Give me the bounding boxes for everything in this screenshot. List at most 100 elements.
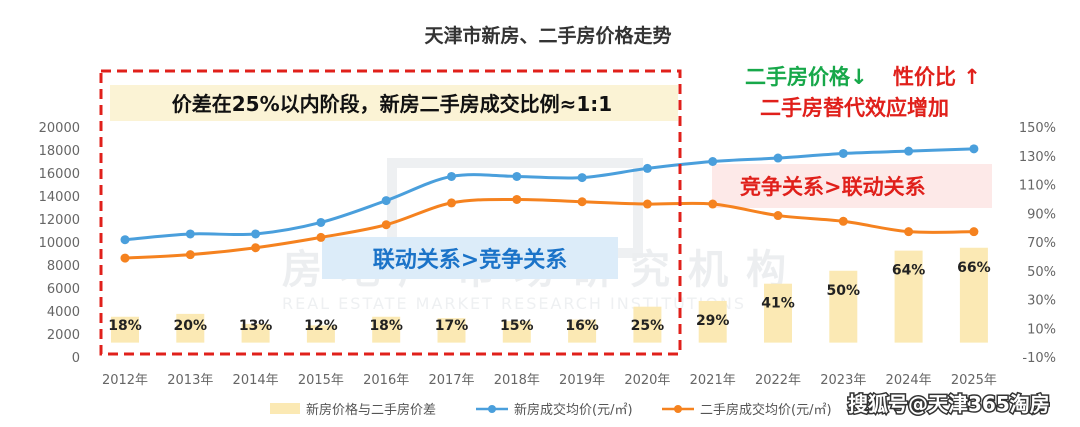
right-tick-label: 150%	[1019, 121, 1056, 136]
bar-data-label: 41%	[761, 296, 795, 312]
x-tick-label: 2015年	[298, 373, 344, 388]
bar-data-label: 13%	[239, 318, 273, 334]
box-annotation-bg	[110, 85, 678, 121]
left-tick-label: 0	[72, 351, 80, 366]
bar-labels: 18% 20% 13% 12% 18% 17% 15% 16% 25% 29% 41% 50% 64% 6…	[108, 260, 990, 334]
left-axis: 0 2000 4000 6000 8000 10000 12000 14000 16000 180…	[39, 121, 80, 366]
x-tick-label: 2025年	[951, 373, 997, 388]
bar	[502, 321, 531, 343]
x-tick-label: 2022年	[755, 373, 801, 388]
bar	[111, 316, 139, 343]
second-hand-price-point	[642, 199, 652, 209]
bar	[894, 250, 923, 343]
x-tick-label: 2018年	[494, 373, 540, 388]
new-home-price-point	[316, 217, 326, 227]
right-axis: -10% 10% 30% 50% 70% 90% 110% 130% 150%	[1019, 121, 1056, 366]
bar	[764, 283, 792, 343]
bar-data-label: 17%	[435, 318, 469, 334]
right-tick-label: 30%	[1027, 294, 1056, 309]
bar-data-label: 18%	[108, 318, 142, 334]
bar	[633, 306, 662, 343]
bar-data-label: 64%	[892, 263, 926, 279]
second-hand-price-point	[512, 194, 522, 204]
bar-data-label: 66%	[957, 260, 991, 276]
new-home-price-point	[838, 148, 848, 158]
bar-data-label: 25%	[631, 318, 665, 334]
second-hand-price-point	[447, 198, 456, 208]
left-tick-label: 2000	[47, 328, 80, 343]
second-hand-price-point	[316, 232, 326, 242]
x-tick-label: 2014年	[233, 373, 279, 388]
second-hand-price-point	[773, 211, 783, 221]
line-series	[120, 144, 979, 263]
right-tick-label: 90%	[1027, 207, 1056, 222]
legend: 新房价格与二手房价差 新房成交均价(元/㎡) 二手房成交均价(元/㎡)	[270, 402, 832, 418]
second-hand-price-point	[708, 199, 718, 209]
new-home-price-point	[773, 153, 783, 163]
x-tick-label: 2016年	[363, 373, 409, 388]
bar	[372, 316, 401, 343]
brand-watermark: 搜狐号@天津365淘房	[848, 392, 1050, 416]
left-tick-label: 16000	[39, 167, 80, 182]
right-tick-label: 110%	[1019, 179, 1056, 194]
dashed-highlight-box	[99, 69, 682, 356]
left-tick-label: 10000	[39, 236, 80, 251]
second-hand-price-point	[120, 253, 130, 263]
left-tick-label: 6000	[47, 282, 80, 297]
legend-bar-swatch	[270, 403, 300, 414]
legend-new-label: 新房成交均价(元/㎡)	[514, 402, 633, 418]
new-home-price-point	[512, 171, 522, 181]
left-tick-label: 18000	[39, 144, 80, 159]
bar	[959, 247, 988, 343]
watermark-en: REAL ESTATE MARKET RESEARCH INSTITUTIONS	[282, 294, 746, 313]
link-annotation-text: 联动关系>竞争关系	[373, 247, 567, 273]
second-hand-price-point	[969, 227, 979, 237]
second-hand-price-point	[251, 243, 261, 253]
second-hand-price-point	[838, 216, 848, 226]
second-hand-price-point	[577, 197, 587, 207]
bar-data-label: 18%	[369, 318, 403, 334]
bar	[241, 323, 270, 343]
legend-second-label: 二手房成交均价(元/㎡)	[700, 402, 832, 418]
new-home-price-point	[251, 229, 261, 239]
left-tick-label: 20000	[39, 121, 80, 136]
x-tick-label: 2024年	[886, 373, 932, 388]
right-tick-label: -10%	[1022, 351, 1056, 366]
x-tick-label: 2023年	[820, 373, 866, 388]
x-tick-label: 2017年	[428, 373, 474, 388]
legend-new-marker	[488, 405, 496, 413]
bar-data-label: 16%	[565, 318, 599, 334]
second-hand-price-point	[185, 250, 195, 260]
right-tick-label: 50%	[1027, 265, 1056, 280]
bar-data-label: 29%	[696, 313, 730, 329]
legend-bar-label: 新房价格与二手房价差	[306, 402, 436, 418]
second-hand-price-line	[124, 197, 974, 260]
x-tick-label: 2020年	[624, 373, 670, 388]
new-home-price-point	[969, 144, 979, 154]
x-tick-label: 2021年	[690, 373, 736, 388]
second-hand-price-point	[381, 220, 391, 230]
left-tick-label: 8000	[47, 259, 80, 274]
bar	[568, 319, 597, 343]
red-annotation-line2: 二手房替代效应增加	[760, 96, 949, 120]
new-home-price-point	[381, 196, 391, 206]
compete-annotation-bg	[712, 164, 992, 208]
bar	[437, 318, 466, 343]
link-annotation-bg	[322, 237, 618, 279]
bar	[176, 313, 205, 343]
new-home-price-line	[124, 147, 974, 242]
new-home-price-point	[642, 163, 652, 173]
new-home-price-point	[447, 171, 456, 181]
bar	[829, 270, 858, 343]
chart-title: 天津市新房、二手房价格走势	[424, 24, 671, 47]
x-tick-label: 2013年	[167, 373, 213, 388]
bar	[698, 300, 727, 343]
right-tick-label: 10%	[1027, 322, 1056, 337]
x-tick-label: 2012年	[102, 373, 148, 388]
bar-data-label: 50%	[827, 283, 861, 299]
new-home-price-point	[120, 235, 130, 245]
right-tick-label: 130%	[1019, 150, 1056, 165]
box-annotation-text: 价差在25%以内阶段，新房二手房成交比例≈1:1	[172, 92, 612, 116]
second-hand-price-point	[904, 227, 914, 237]
red-annotation-text: 性价比 ↑	[893, 65, 981, 89]
